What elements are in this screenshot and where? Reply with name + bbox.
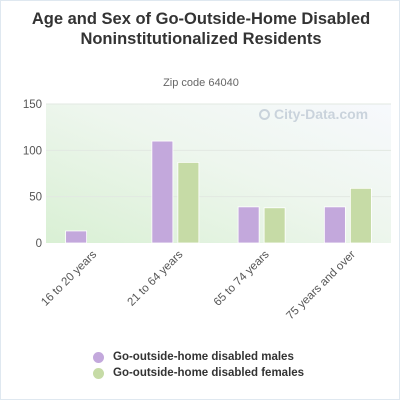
bar-females: [349, 187, 372, 244]
x-tick-label: 16 to 20 years: [39, 248, 99, 308]
y-tick-label: 0: [36, 238, 42, 250]
bar-males: [151, 140, 174, 244]
watermark-text: City-Data.com: [274, 106, 369, 122]
y-tick-label: 150: [23, 99, 42, 111]
bar-females: [263, 207, 286, 244]
legend-item-males: Go-outside-home disabled males: [93, 349, 304, 365]
x-tick-label: 75 years and over: [284, 249, 358, 323]
legend-swatch-females: [93, 367, 104, 379]
legend-label-males: Go-outside-home disabled males: [113, 351, 294, 363]
chart-subtitle: Zip code 64040: [163, 77, 239, 89]
y-tick-label: 50: [29, 192, 42, 204]
bar-males: [65, 230, 88, 244]
legend-label-females: Go-outside-home disabled females: [113, 367, 305, 379]
city-data-logo-icon: [259, 108, 270, 120]
y-tick-label: 100: [23, 145, 42, 157]
bar-males: [323, 206, 346, 244]
x-tick-label: 65 to 74 years: [212, 248, 272, 308]
chart-legend: Go-outside-home disabled males Go-outsid…: [93, 349, 304, 381]
legend-swatch-males: [93, 351, 104, 363]
bar-males: [237, 206, 260, 244]
chart-title: Age and Sex of Go-Outside-Home Disabled …: [31, 10, 371, 48]
x-tick-label: 21 to 64 years: [125, 248, 185, 308]
watermark: City-Data.com: [259, 106, 368, 122]
bar-females: [177, 161, 200, 244]
legend-item-females: Go-outside-home disabled females: [93, 365, 304, 381]
